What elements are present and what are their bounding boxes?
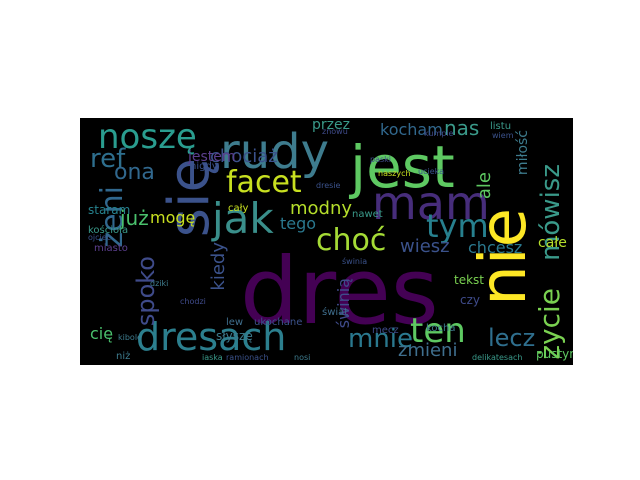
word-dresie: dresie — [316, 181, 341, 190]
word-już: już — [120, 206, 149, 230]
word-cały: cały — [228, 203, 249, 214]
word-świnią: świnią — [334, 278, 353, 329]
word-cię: cię — [90, 324, 114, 343]
word-świnia: świnia — [342, 257, 368, 266]
word-kibole: kibole — [118, 333, 142, 342]
word-kościoła: kościoła — [88, 225, 129, 236]
word-nas: nas — [444, 118, 480, 140]
word-choć: choć — [316, 223, 387, 258]
word-cloud: dres się jest nie rudy mam jak dresach noszę face… — [80, 118, 573, 365]
word-iaska: iaska — [202, 353, 223, 362]
word-dresach: dresach — [136, 315, 287, 359]
word-naszych: naszych — [378, 169, 411, 178]
word-czy: czy — [460, 293, 480, 307]
word-ojciec: ojciec — [88, 233, 112, 242]
word-dres: dres — [240, 238, 439, 345]
word-chodzi: chodzi — [180, 297, 206, 306]
word-wiem: wiem — [492, 131, 514, 140]
word-tekst: tekst — [454, 273, 484, 287]
word-mecz: mecz — [372, 325, 399, 336]
word-chcesz: chcesz — [468, 238, 523, 257]
word-ale: ale — [474, 172, 495, 200]
word-nosi: nosi — [294, 353, 311, 362]
word-znowu: znowu — [322, 127, 348, 136]
word-modny: modny — [290, 198, 353, 219]
word-rudy: rudy — [220, 124, 330, 180]
word-jest: jest — [350, 133, 455, 201]
word-kocha: kocha — [426, 323, 456, 334]
word-nigdy: nigdy — [190, 161, 218, 172]
word-ucieka: ucieka — [418, 167, 445, 176]
word-miłość: miłość — [515, 130, 531, 176]
word-mogę: mogę — [150, 208, 196, 227]
word-lew: lew — [226, 317, 244, 328]
word-paski: paski — [370, 155, 392, 164]
word-noszę: noszę — [98, 118, 197, 157]
word-ramionach: ramionach — [226, 353, 269, 362]
word-pustym: pustym — [536, 347, 573, 361]
word-tego: tego — [280, 214, 317, 233]
word-jak: jak — [212, 194, 274, 243]
word-delikatesach: delikatesach — [472, 353, 523, 362]
word-mam: mam — [372, 176, 490, 230]
word-mnie: mnie — [348, 324, 414, 354]
word-świat: świat — [322, 307, 349, 318]
word-kumple: kumple — [424, 129, 454, 138]
word-chociaż: chociaż — [210, 146, 278, 167]
word-ref: ref — [90, 144, 126, 174]
word-przez: przez — [312, 118, 350, 133]
word-ukochane: ukochane — [254, 317, 303, 328]
word-niż: niż — [116, 351, 131, 362]
word-listu: listu — [490, 121, 512, 132]
word-ten: ten — [410, 311, 466, 351]
word-lecz: lecz — [488, 324, 536, 352]
word-jestem: jestem — [188, 149, 236, 165]
word-zmieni: zmieni — [398, 340, 458, 361]
word-tym: tym — [426, 207, 489, 245]
word-spoko: spoko — [132, 256, 160, 327]
word-wiesz: wiesz — [400, 236, 450, 257]
word-słyszę: słyszę — [216, 329, 253, 343]
word-facet: facet — [226, 165, 302, 200]
word-miasto: miasto — [94, 243, 128, 254]
word-kocham: kocham — [380, 120, 443, 139]
word-dziki: dziki — [150, 279, 169, 288]
word-całe: całe — [538, 235, 567, 251]
word-ona: ona — [114, 160, 155, 185]
word-nawet: nawet — [352, 209, 383, 220]
word-staram: staram — [88, 203, 131, 217]
word-kiedy: kiedy — [208, 242, 229, 291]
